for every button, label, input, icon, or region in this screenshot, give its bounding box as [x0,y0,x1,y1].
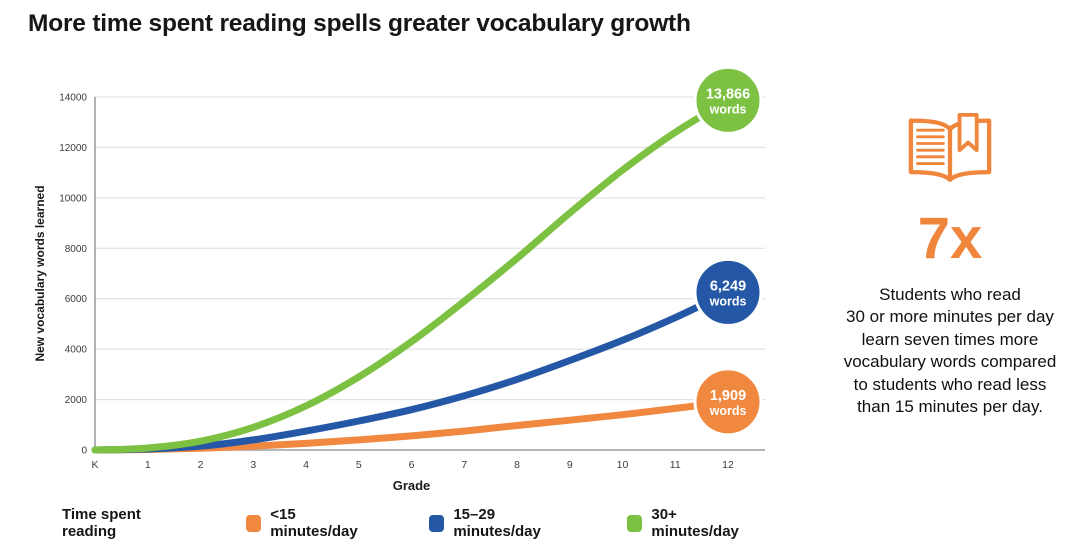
y-tick-label: 14000 [59,93,87,104]
stat-description: Students who read 30 or more minutes per… [843,285,1057,417]
legend-label-15-29: 15–29 minutes/day [453,506,541,540]
series-line [91,288,732,454]
end-label-bubble [693,257,763,327]
vocabulary-growth-chart: 0 2000 4000 6000 8000 10000 12000 14000 K 1 2 3 4 5 6 7… [30,50,780,510]
open-book-icon [908,112,992,182]
x-tick-label: 5 [356,459,362,471]
x-tick-label: 6 [409,459,415,471]
x-tick-label: 9 [567,459,573,471]
y-tick-label: 10000 [59,193,87,204]
y-tick-label: 12000 [59,143,87,154]
y-tick-label: 0 [81,446,87,457]
x-tick-label: 7 [461,459,467,471]
page-title: More time spent reading spells greater v… [28,10,691,37]
legend-item-30-plus: 30+ minutes/day [626,506,758,540]
end-label-bubble [693,367,763,437]
x-tick-label: 1 [145,459,151,471]
x-tick-label: 4 [303,459,309,471]
x-tick-label: 10 [617,459,629,471]
end-label-unit: words [709,404,747,418]
legend-swatch-green [626,514,643,532]
chart-canvas: 0 2000 4000 6000 8000 10000 12000 14000 K 1 2 3 4 5 6 7… [30,50,780,515]
end-label-bubble [693,65,763,135]
end-label-value: 1,909 [710,388,746,404]
series-line [91,96,732,454]
end-label-value: 13,866 [706,86,750,102]
x-tick-label: 8 [514,459,520,471]
legend-swatch-blue [428,514,445,532]
x-tick-label: 11 [670,459,681,471]
y-axis-title: New vocabulary words learned [33,185,47,361]
stat-multiplier: 7x [917,206,983,271]
end-label-unit: words [709,102,747,116]
x-tick-label: K [91,459,98,471]
legend-swatch-orange [245,514,262,532]
legend-item-under-15: <15 minutes/day [245,506,377,540]
chart-legend: Time spent reading <15 minutes/day 15–29… [30,506,810,540]
stat-panel: 7x Students who read 30 or more minutes … [810,112,1080,419]
y-tick-label: 8000 [65,244,88,255]
legend-title: Time spent reading [62,506,141,540]
y-tick-label: 4000 [65,345,88,356]
y-tick-label: 2000 [65,395,88,406]
x-axis-title: Grade [393,478,431,493]
x-tick-label: 2 [198,459,204,471]
end-label-value: 6,249 [710,278,746,294]
end-label-unit: words [709,294,747,308]
y-tick-label: 6000 [65,294,88,305]
x-tick-label: 12 [722,459,734,471]
x-tick-label: 3 [250,459,256,471]
legend-label-30-plus: 30+ minutes/day [651,506,739,540]
legend-label-under-15: <15 minutes/day [270,506,358,540]
legend-item-15-29: 15–29 minutes/day [428,506,575,540]
